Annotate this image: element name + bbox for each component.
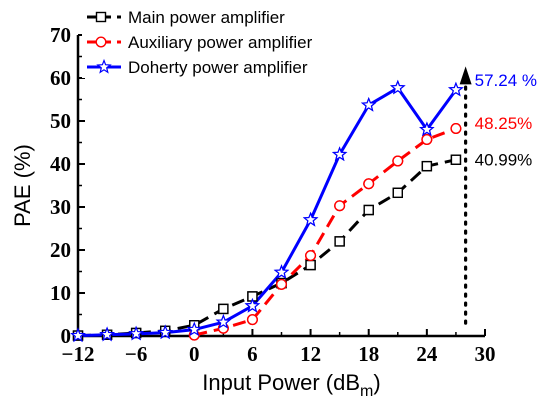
series-star-group [77,86,458,338]
data-point [99,326,115,342]
legend-bg [82,56,352,78]
x-tick-label: 30 [475,342,496,366]
value-annotation: 48.25% [475,114,533,133]
series-square-group [77,158,457,338]
series-line [77,86,458,338]
data-point [244,297,261,313]
data-point [421,133,433,145]
data-point [273,264,290,279]
legend-label: Auxiliary power amplifier [128,33,313,52]
data-point [331,146,348,162]
arrow-head-icon [459,66,472,85]
series-line [193,127,457,337]
data-point [128,325,144,341]
data-point [70,327,86,343]
data-point [450,123,462,135]
y-tick-label: 20 [50,238,71,262]
data-point [218,303,229,315]
data-point [215,314,232,329]
y-tick-label: 70 [50,23,71,47]
data-point [390,79,406,95]
legend-marker [95,36,107,48]
data-point [392,155,404,167]
data-point [302,211,319,227]
legend-marker [95,11,107,23]
y-tick-label: 60 [50,66,71,90]
series-line [77,158,457,338]
data-point [360,96,377,112]
data-point [363,204,374,216]
series-circle-group [193,127,457,337]
data-point [363,178,375,190]
legend-marker [96,58,112,74]
data-point [421,160,433,172]
value-annotation: 57.24 % [475,71,537,90]
data-point [276,278,288,290]
y-tick-label: 40 [50,152,71,176]
legend-label: Doherty power amplifier [128,58,308,77]
x-tick-label: 6 [247,342,258,366]
x-axis-title: Input Power (dBm) [202,370,380,400]
value-annotation: 40.99% [475,151,533,170]
legend-bg [82,31,352,53]
x-tick-label: −6 [125,342,147,366]
x-tick-label: −12 [62,342,95,366]
data-point [419,121,435,137]
data-point [448,81,464,97]
data-point [334,200,346,212]
data-point [334,236,345,247]
legend-bg [82,6,352,28]
y-tick-label: 0 [61,324,72,348]
data-point [157,324,173,340]
y-tick-label: 10 [50,281,71,305]
x-tick-label: 0 [189,342,200,366]
y-tick-label: 30 [50,195,71,219]
x-tick-label: 18 [358,342,379,366]
y-axis-title: PAE (%) [10,144,35,227]
data-point [305,259,316,271]
x-tick-label: 24 [416,342,438,366]
legend: Main power amplifier Auxiliary power ampl… [82,6,352,78]
y-tick-label: 50 [50,109,71,133]
legend-label: Main power amplifier [128,8,285,27]
data-point [305,250,317,262]
data-point [392,187,403,199]
data-point [450,154,462,165]
data-point [186,321,203,337]
x-tick-label: 12 [300,342,321,366]
data-point [246,314,258,326]
